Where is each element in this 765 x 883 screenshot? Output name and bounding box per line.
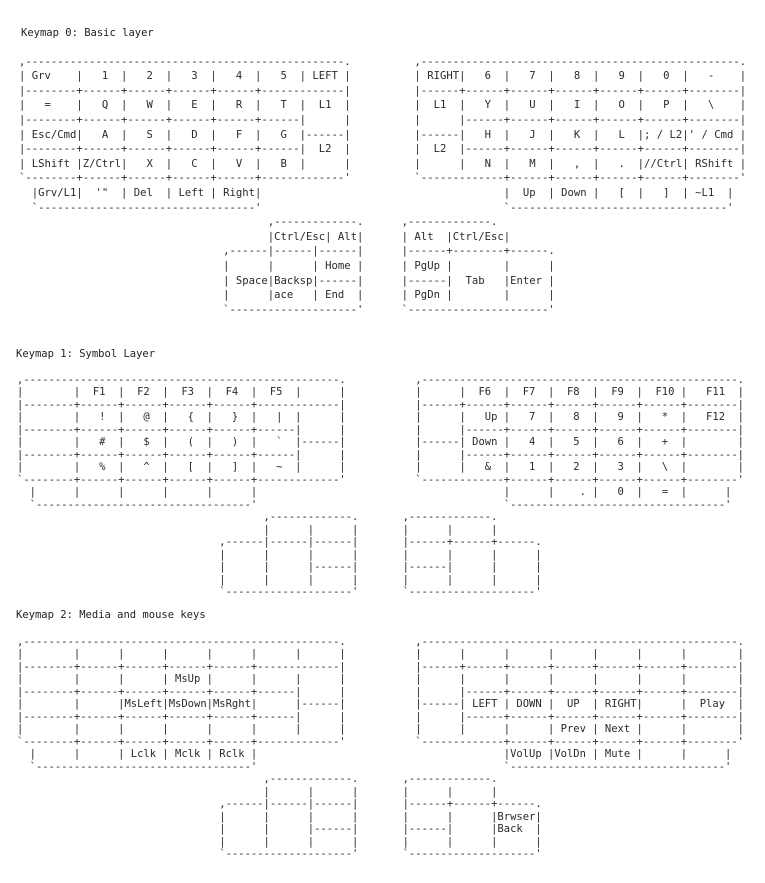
- keymap-line: | |ace | End | | PgDn | | |: [19, 289, 555, 302]
- keymap-line: | | | | | | | |: [17, 835, 542, 848]
- keymap-line: |--------+------+------+------+------+--…: [19, 143, 747, 156]
- keymap-line: | | % | ^ | [ | ] | ~ | | | | & | 1 | 2 …: [17, 461, 744, 474]
- keymap-line: `----------------------------------' `--…: [19, 201, 734, 214]
- keymap-line: |--------+------+------+------+------+--…: [17, 398, 744, 411]
- keymap-line: |Ctrl/Esc| Alt| | Alt |Ctrl/Esc|: [19, 230, 511, 243]
- keymap-line: |--------+------+------+------+------+--…: [17, 448, 744, 461]
- keymap-line: | | | | MsUp | | | | | | | | | | | |: [17, 673, 744, 686]
- keymap-line: |--------+------+------+------+------+--…: [17, 423, 744, 436]
- keymap-line: ,---------------------------------------…: [19, 55, 747, 68]
- keymap-line: | | |------| |------| |Back |: [17, 823, 542, 836]
- keymap-line: `--------------------' `----------------…: [19, 303, 555, 316]
- keymap-line: ,------|------|------| |------+------+--…: [17, 798, 542, 811]
- keymap-line: ,------|------|------| |------+--------+…: [19, 245, 555, 258]
- keymap-line: `----------------------------------' `--…: [17, 760, 732, 773]
- keymap-line: | | | | | | | | | | | | | | | |: [17, 648, 744, 661]
- keymap-line: | | # | $ | ( | ) | ` |------| |------| …: [17, 436, 744, 449]
- keymap-line: `--------+------+------+------+------+--…: [19, 172, 747, 185]
- keymap-line: `--------+------+------+------+------+--…: [17, 473, 744, 486]
- keymap-line: ,---------------------------------------…: [17, 373, 744, 386]
- keymap-line: | Esc/Cmd| A | S | D | F | G |------| |-…: [19, 128, 747, 141]
- keymap-line: ,-------------. ,-------------.: [19, 216, 498, 229]
- keymap-line: | | | | | | |Brwser|: [17, 810, 542, 823]
- keymap-line: | Space|Backsp|------| |------| Tab |Ent…: [19, 274, 555, 287]
- keymap-line: | | F1 | F2 | F3 | F4 | F5 | | | | F6 | …: [17, 386, 744, 399]
- keymap-1-diagram: ,---------------------------------------…: [17, 374, 744, 599]
- keymap-line: |--------+------+------+------+------+--…: [19, 114, 747, 127]
- keymap-2-title: Keymap 2: Media and mouse keys: [16, 609, 206, 621]
- keymap-line: ,------|------|------| |------+------+--…: [17, 536, 542, 549]
- keymap-line: | | ! | @ | { | } | | | | | | Up | 7 | 8…: [17, 411, 744, 424]
- keymap-line: | = | Q | W | E | R | T | L1 | | L1 | Y …: [19, 99, 747, 112]
- keymap-line: ,-------------. ,-------------.: [17, 773, 498, 786]
- keymap-line: | | | Home | | PgUp | | |: [19, 260, 555, 272]
- keymap-0-title: Keymap 0: Basic layer: [21, 27, 154, 39]
- keymap-line: `--------------------' `----------------…: [17, 586, 542, 599]
- keymap-line: | | | | | | | | . | 0 | = | |: [17, 486, 732, 499]
- keymap-line: | | |MsLeft|MsDown|MsRght| |------| |---…: [17, 698, 744, 711]
- keymap-line: `--------------------' `----------------…: [17, 848, 542, 861]
- keymap-line: | | | | | |: [17, 523, 498, 536]
- keymap-line: | | | | | | | | | | | | Prev | Next | | …: [17, 723, 744, 736]
- keymap-line: | | | | | |: [17, 785, 498, 798]
- keymap-line: |--------+------+------+------+------+--…: [17, 660, 744, 673]
- keymap-line: ,---------------------------------------…: [17, 635, 744, 648]
- keymap-line: | LShift |Z/Ctrl| X | C | V | B | | | | …: [19, 157, 747, 170]
- keymap-1-title: Keymap 1: Symbol Layer: [16, 348, 156, 360]
- keymap-line: | | |------| |------| | |: [17, 561, 542, 574]
- keymap-2-diagram: ,---------------------------------------…: [17, 636, 744, 861]
- keymap-line: |--------+------+------+------+------+--…: [17, 710, 744, 723]
- keymap-line: ,-------------. ,-------------.: [17, 511, 498, 524]
- keymap-line: | | | | | | | |: [17, 548, 542, 561]
- keymap-line: |--------+------+------+------+------+--…: [19, 84, 747, 97]
- keymap-line: `----------------------------------' `--…: [17, 498, 732, 511]
- keymap-line: |Grv/L1| '" | Del | Left | Right| | Up |…: [19, 187, 734, 200]
- keymap-line: `--------+------+------+------+------+--…: [17, 735, 744, 748]
- keymap-line: | | | | | | | |: [17, 573, 542, 586]
- keymap-line: | Grv | 1 | 2 | 3 | 4 | 5 | LEFT | | RIG…: [19, 70, 747, 83]
- keymap-0-diagram: ,---------------------------------------…: [19, 55, 746, 318]
- keymap-line: | | | Lclk | Mclk | Rclk | |VolUp |VolDn…: [17, 748, 732, 761]
- keymap-line: |--------+------+------+------+------+--…: [17, 685, 744, 698]
